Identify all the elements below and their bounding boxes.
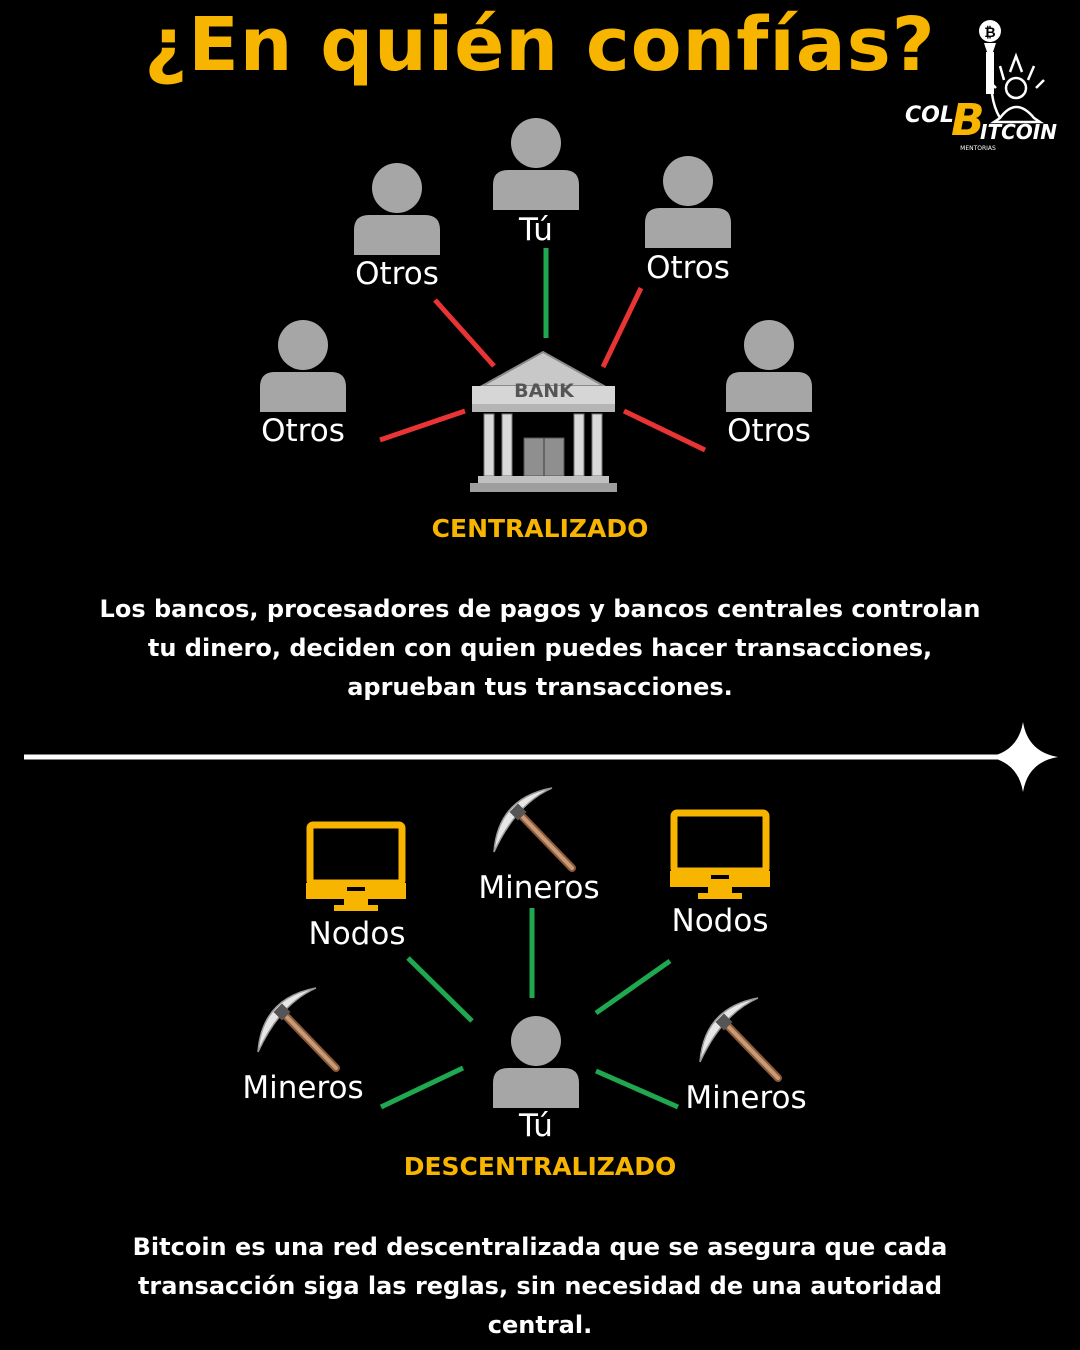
node-label-otros: Otros [727, 413, 811, 449]
page-title: ¿En quién confías? [144, 2, 936, 88]
node-label-nodos: Nodos [308, 916, 406, 952]
node-label-mineros: Mineros [242, 1070, 364, 1106]
link-mineros-right-tu [594, 1068, 680, 1110]
decentralized-description: Bitcoin es una red descentralizada que s… [132, 1233, 948, 1339]
centralized-description: Los bancos, procesadores de pagos y banc… [99, 595, 981, 701]
monitor-icon [670, 813, 770, 899]
node-label-mineros: Mineros [478, 870, 600, 906]
node-label-otros: Otros [355, 256, 439, 292]
user-icon [493, 1016, 579, 1108]
pickaxe-icon [258, 988, 336, 1068]
pickaxe-icon [494, 788, 572, 868]
node-label-tu: Tú [519, 212, 553, 248]
pickaxe-icon [700, 998, 778, 1078]
bank-building-icon: BANK [470, 350, 617, 492]
link-otros-topleft-bank [433, 298, 496, 368]
link-otros-topright-bank [600, 286, 644, 369]
monitor-icon [306, 825, 406, 911]
bank-label: BANK [514, 380, 575, 402]
node-label-nodos: Nodos [671, 903, 769, 939]
node-label-mineros: Mineros [685, 1080, 807, 1116]
link-nodos-right-tu [594, 958, 672, 1016]
four-point-star-icon [988, 722, 1058, 792]
link-mineros-left-tu [379, 1065, 465, 1110]
hub-label-tu: Tú [519, 1108, 553, 1144]
link-otros-right-bank [622, 408, 707, 453]
section-title-decentralized: DESCENTRALIZADO [403, 1152, 677, 1181]
link-nodos-left-tu [406, 956, 474, 1023]
node-label-otros: Otros [646, 250, 730, 286]
link-otros-left-bank [379, 408, 466, 443]
section-title-centralized: CENTRALIZADO [431, 514, 649, 543]
node-label-otros: Otros [261, 413, 345, 449]
